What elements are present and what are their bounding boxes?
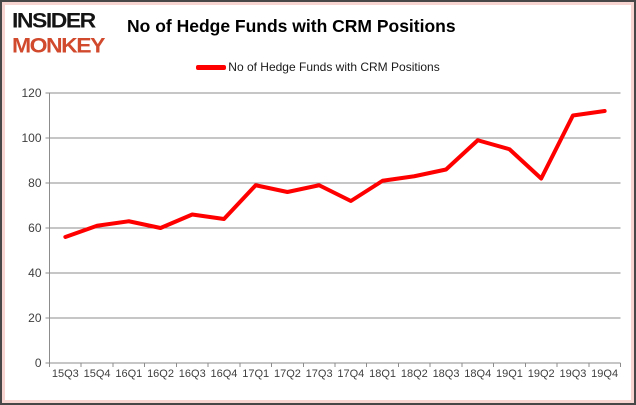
chart-title: No of Hedge Funds with CRM Positions (127, 16, 456, 36)
legend: No of Hedge Funds with CRM Positions (2, 60, 634, 74)
y-axis-label: 120 (21, 86, 41, 100)
logo-text-monkey: MONKEY (12, 33, 105, 58)
x-axis-label: 17Q3 (306, 368, 333, 380)
x-axis-label: 19Q2 (528, 368, 555, 380)
data-line (63, 109, 607, 239)
y-axis-label: 60 (28, 221, 42, 235)
x-axis-label: 15Q4 (84, 368, 111, 380)
x-axis-label: 18Q1 (369, 368, 396, 380)
x-axis-label: 16Q4 (211, 368, 238, 380)
x-axis-label: 18Q2 (401, 368, 428, 380)
legend-label: No of Hedge Funds with CRM Positions (228, 60, 440, 74)
x-axis-label: 16Q2 (147, 368, 174, 380)
x-axis-label: 15Q3 (52, 368, 79, 380)
x-axis-label: 16Q3 (179, 368, 206, 380)
y-axis-label: 80 (28, 176, 42, 190)
y-axis-label: 100 (21, 131, 41, 145)
y-axis-label: 40 (28, 266, 42, 280)
x-axis-label: 19Q4 (591, 368, 618, 380)
legend-line-swatch (196, 64, 227, 70)
y-axis-label: 0 (35, 356, 42, 370)
x-axis-label: 19Q1 (496, 368, 523, 380)
x-axis-label: 17Q4 (337, 368, 364, 380)
x-axis-label: 18Q4 (464, 368, 491, 380)
insider-monkey-logo: INSIDER MONKEY (12, 8, 105, 58)
logo-text-insider: INSIDER (12, 8, 96, 33)
x-axis-label: 16Q1 (115, 368, 142, 380)
x-axis-label: 17Q2 (274, 368, 301, 380)
x-axis-label: 17Q1 (242, 368, 269, 380)
x-axis-label: 18Q3 (433, 368, 460, 380)
x-axis-label: 19Q3 (559, 368, 586, 380)
y-axis-label: 20 (28, 311, 42, 325)
